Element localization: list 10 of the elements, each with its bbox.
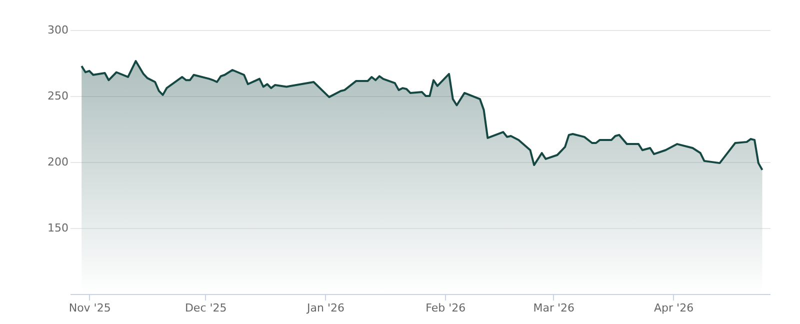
y-tick-label: 250 bbox=[48, 90, 68, 102]
x-tick-label: Apr '26 bbox=[654, 302, 694, 314]
x-tick-label: Nov '25 bbox=[68, 302, 111, 314]
y-tick-label: 300 bbox=[48, 24, 68, 36]
y-tick-label: 200 bbox=[48, 156, 68, 168]
x-tick-label: Mar '26 bbox=[533, 302, 575, 314]
x-tick-label: Jan '26 bbox=[306, 302, 344, 314]
x-tick-label: Dec '25 bbox=[184, 302, 227, 314]
x-tick-label: Feb '26 bbox=[426, 302, 466, 314]
y-tick-label: 150 bbox=[48, 222, 68, 234]
